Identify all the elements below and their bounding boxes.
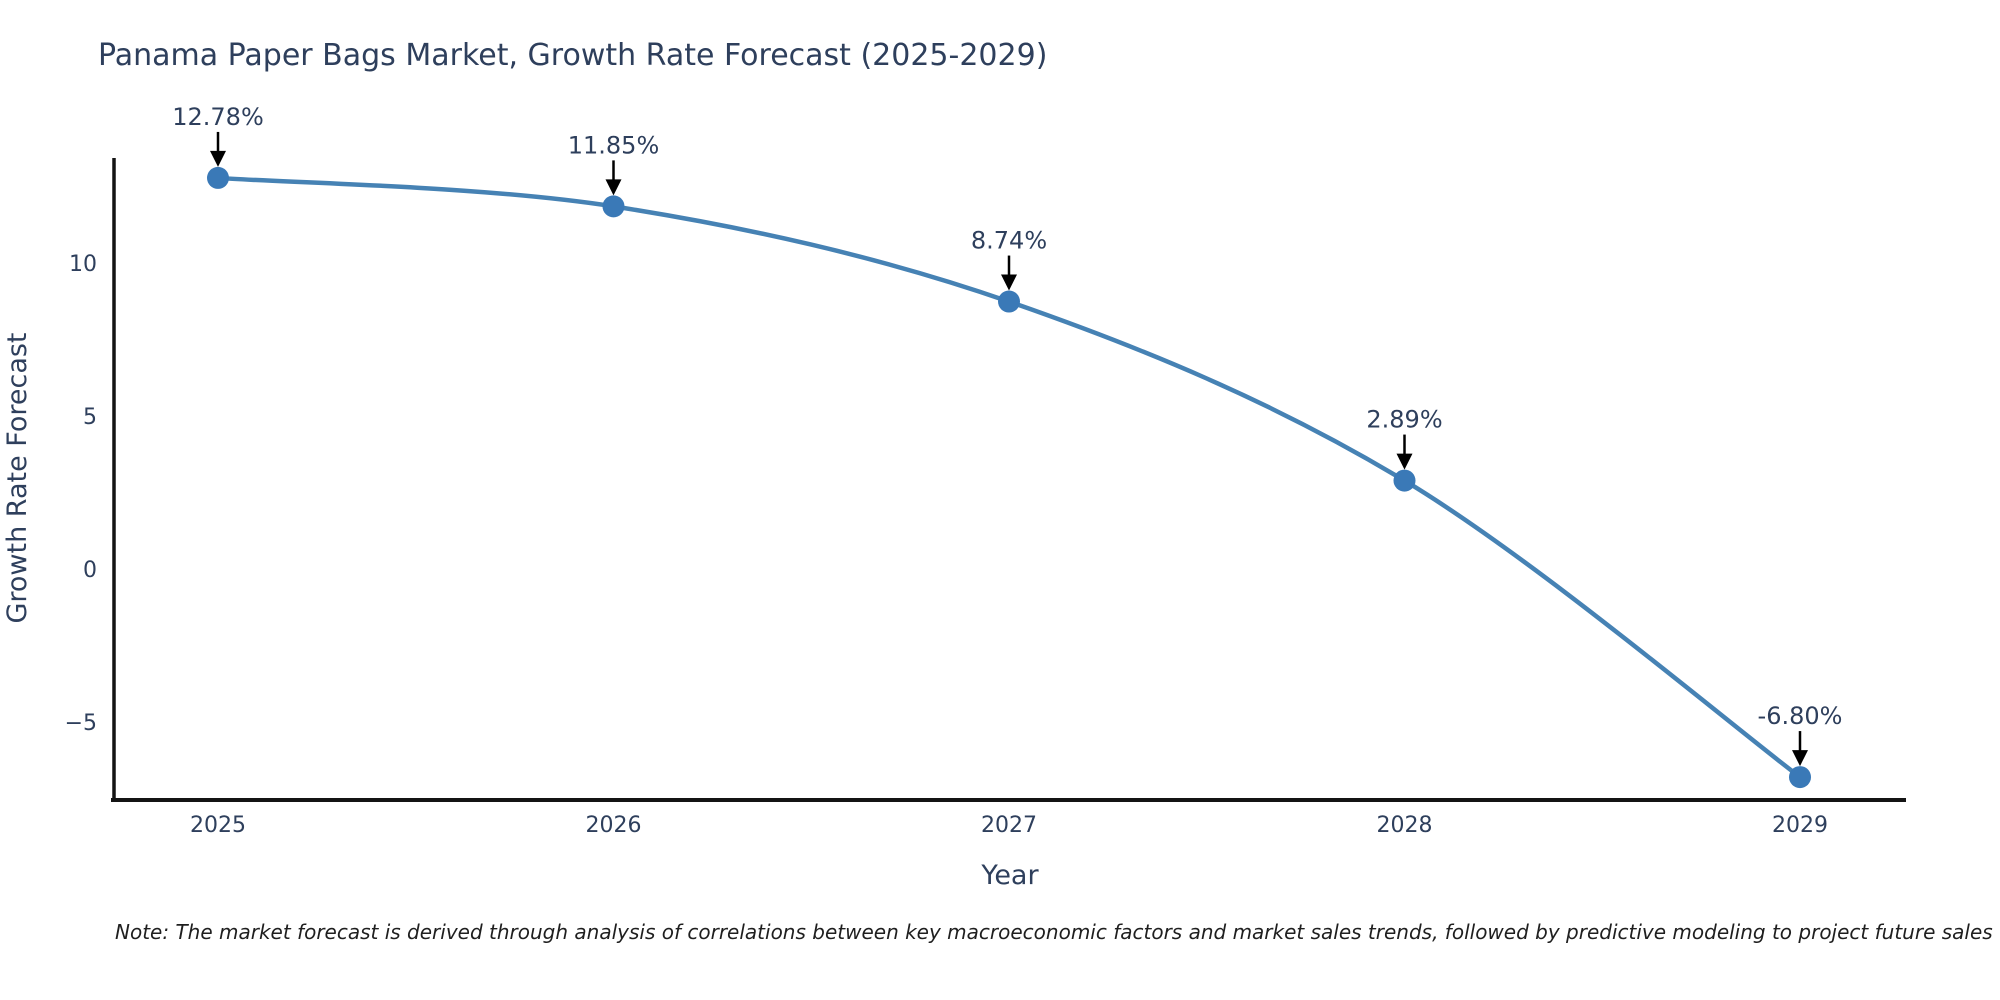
annotation-label: 8.74%: [971, 227, 1047, 255]
chart-title: Panama Paper Bags Market, Growth Rate Fo…: [98, 38, 1048, 73]
y-tick-label: −5: [65, 711, 97, 736]
data-point-marker: [207, 166, 229, 189]
annotation-arrowhead-icon: [210, 150, 226, 167]
data-point-marker: [602, 195, 625, 218]
x-axis-label: Year: [980, 860, 1039, 891]
annotation-label: 12.78%: [172, 103, 264, 131]
y-tick-label: 0: [83, 558, 97, 583]
y-tick-label: 5: [83, 405, 97, 430]
annotation-label: 2.89%: [1366, 406, 1442, 434]
annotation-arrowhead-icon: [1792, 750, 1808, 767]
x-tick-label: 2028: [1377, 813, 1433, 838]
x-tick-label: 2025: [190, 813, 246, 838]
annotation-arrowhead-icon: [1396, 453, 1413, 470]
x-tick-label: 2026: [586, 813, 642, 838]
y-axis-label: Growth Rate Forecast: [2, 332, 33, 623]
x-tick-label: 2029: [1772, 813, 1828, 838]
annotation-label: -6.80%: [1758, 702, 1843, 730]
y-tick-label: 10: [69, 252, 97, 277]
data-point-marker: [1789, 766, 1811, 789]
data-point-marker: [998, 290, 1020, 313]
annotation-label: 11.85%: [568, 131, 660, 159]
x-tick-label: 2027: [981, 813, 1037, 838]
annotation-arrowhead-icon: [605, 179, 622, 196]
chart-note: Note: The market forecast is derived thr…: [115, 920, 1993, 944]
annotation-arrowhead-icon: [1001, 274, 1017, 291]
data-point-marker: [1393, 469, 1416, 492]
